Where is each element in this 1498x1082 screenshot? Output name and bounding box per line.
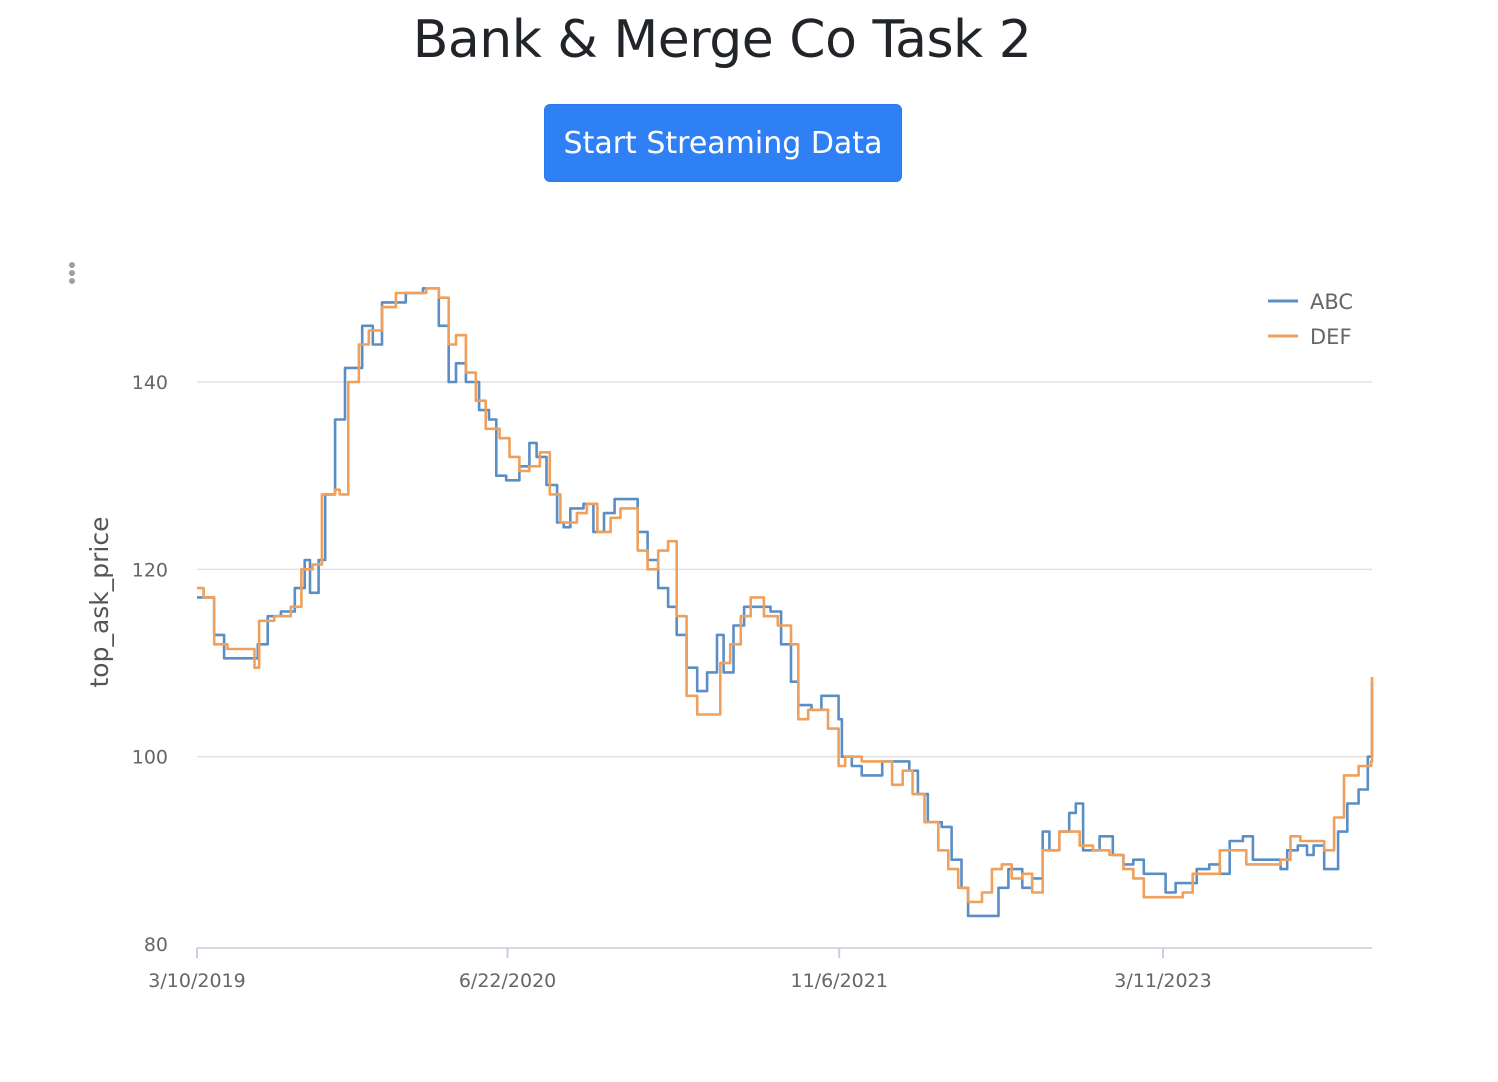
series-layer — [197, 287, 1374, 918]
kebab-dot — [69, 262, 75, 268]
legend-label-abc: ABC — [1310, 290, 1353, 314]
x-tick-label: 11/6/2021 — [791, 970, 888, 992]
y-axis-ticks: 80 100 120 140 — [132, 372, 168, 956]
y-tick-label: 120 — [132, 559, 168, 581]
y-axis-label: top_ask_price — [85, 516, 114, 687]
series-line-def — [197, 287, 1374, 904]
grid-layer — [197, 381, 1372, 758]
x-axis-ticks: 3/10/2019 6/22/2020 11/6/2021 3/11/2023 — [148, 948, 1212, 992]
x-tick-label: 3/10/2019 — [148, 970, 245, 992]
x-tick-label: 6/22/2020 — [459, 970, 556, 992]
legend[interactable]: ABC DEF — [1268, 290, 1353, 349]
y-tick-label: 80 — [144, 934, 168, 956]
legend-label-def: DEF — [1310, 325, 1352, 349]
y-tick-label: 100 — [132, 747, 168, 769]
start-streaming-button[interactable]: Start Streaming Data — [544, 104, 902, 182]
page-title: Bank & Merge Co Task 2 — [412, 10, 1032, 70]
more-options-icon[interactable] — [64, 262, 80, 288]
y-tick-label: 140 — [132, 372, 168, 394]
kebab-dot — [69, 270, 75, 276]
kebab-dot — [69, 278, 75, 284]
x-tick-label: 3/11/2023 — [1114, 970, 1211, 992]
